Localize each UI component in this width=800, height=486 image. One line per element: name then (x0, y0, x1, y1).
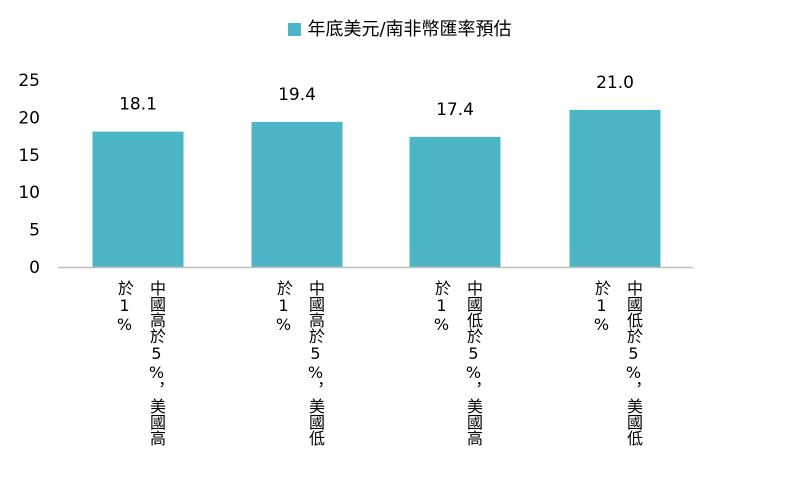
y-tick-label: 15 (18, 146, 40, 166)
legend-swatch (288, 23, 302, 36)
data-label: 19.4 (278, 85, 316, 105)
bar (251, 121, 343, 267)
y-tick-label: 25 (18, 71, 40, 91)
bar (569, 109, 661, 267)
y-tick-label: 20 (18, 108, 40, 128)
data-label: 18.1 (119, 95, 157, 115)
x-tick-label-line: 中國高於5%，美國低 (306, 280, 325, 446)
x-tick-label-line: 於1% (115, 280, 134, 334)
x-tick-label: 中國低於5%，美國低 於1% (591, 280, 643, 480)
x-tick-label-line: 中國低於5%，美國低 (624, 280, 643, 446)
y-tick-label: 10 (18, 183, 40, 203)
data-label: 17.4 (436, 100, 474, 120)
x-tick-label: 中國低於5%，美國高 於1% (431, 280, 483, 480)
bar (92, 131, 184, 267)
bar (409, 136, 501, 267)
x-tick-label-line: 於1% (432, 280, 451, 334)
x-tick-label-line: 中國低於5%，美國高 (464, 280, 483, 446)
x-tick-label-line: 於1% (274, 280, 293, 334)
x-tick-label: 中國高於5%，美國低 於1% (273, 280, 325, 480)
y-tick-label: 5 (29, 221, 40, 241)
x-tick-label: 中國高於5%，美國高 於1% (114, 280, 166, 480)
legend-label: 年底美元/南非幣匯率預估 (307, 19, 512, 40)
x-tick-label-line: 於1% (592, 280, 611, 334)
x-tick-label-line: 中國高於5%，美國高 (147, 280, 166, 446)
y-tick-label: 0 (29, 258, 40, 278)
legend: 年底美元/南非幣匯率預估 (0, 18, 800, 42)
data-label: 21.0 (596, 73, 634, 93)
